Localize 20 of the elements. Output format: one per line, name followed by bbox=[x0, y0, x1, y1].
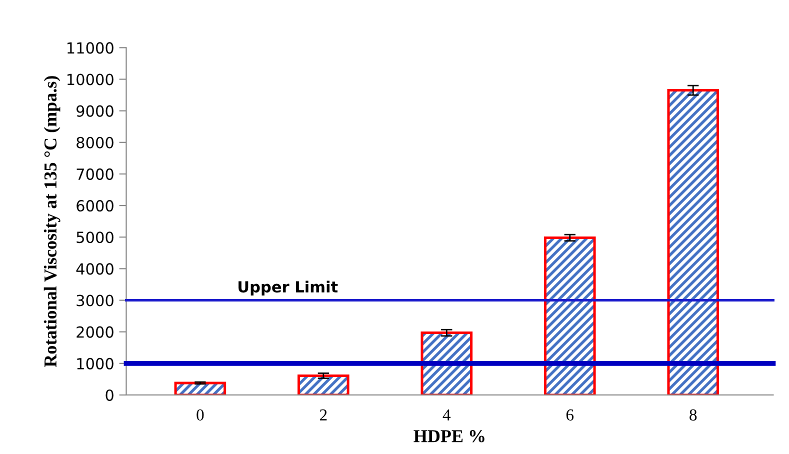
y-tick-label: 3000 bbox=[76, 294, 114, 306]
x-tick-label: 0 bbox=[196, 409, 204, 421]
y-tick-label: 1000 bbox=[77, 358, 114, 370]
y-tick-label: 2000 bbox=[76, 326, 114, 338]
y-axis-title: Rotational Viscosity at 135 °C (mpa.s) bbox=[44, 76, 60, 368]
y-tick-label: 4000 bbox=[76, 263, 114, 275]
y-tick-label: 5000 bbox=[76, 232, 114, 244]
y-tick-label: 0 bbox=[106, 389, 114, 401]
x-tick-label: 6 bbox=[566, 409, 574, 421]
x-tick-label: 8 bbox=[690, 409, 697, 421]
ref-line-label: Upper Limit bbox=[238, 280, 338, 296]
x-tick-label: 2 bbox=[320, 409, 327, 420]
x-tick-label: 4 bbox=[442, 409, 451, 420]
x-axis-title: HDPE % bbox=[414, 430, 484, 442]
y-tick-label: 7000 bbox=[76, 168, 114, 180]
y-tick-label: 11000 bbox=[68, 42, 114, 54]
y-tick-label: 9000 bbox=[76, 105, 114, 117]
y-tick-label: 6000 bbox=[76, 200, 114, 212]
y-tick-label: 10000 bbox=[68, 74, 114, 86]
y-tick-label: 8000 bbox=[76, 136, 114, 148]
